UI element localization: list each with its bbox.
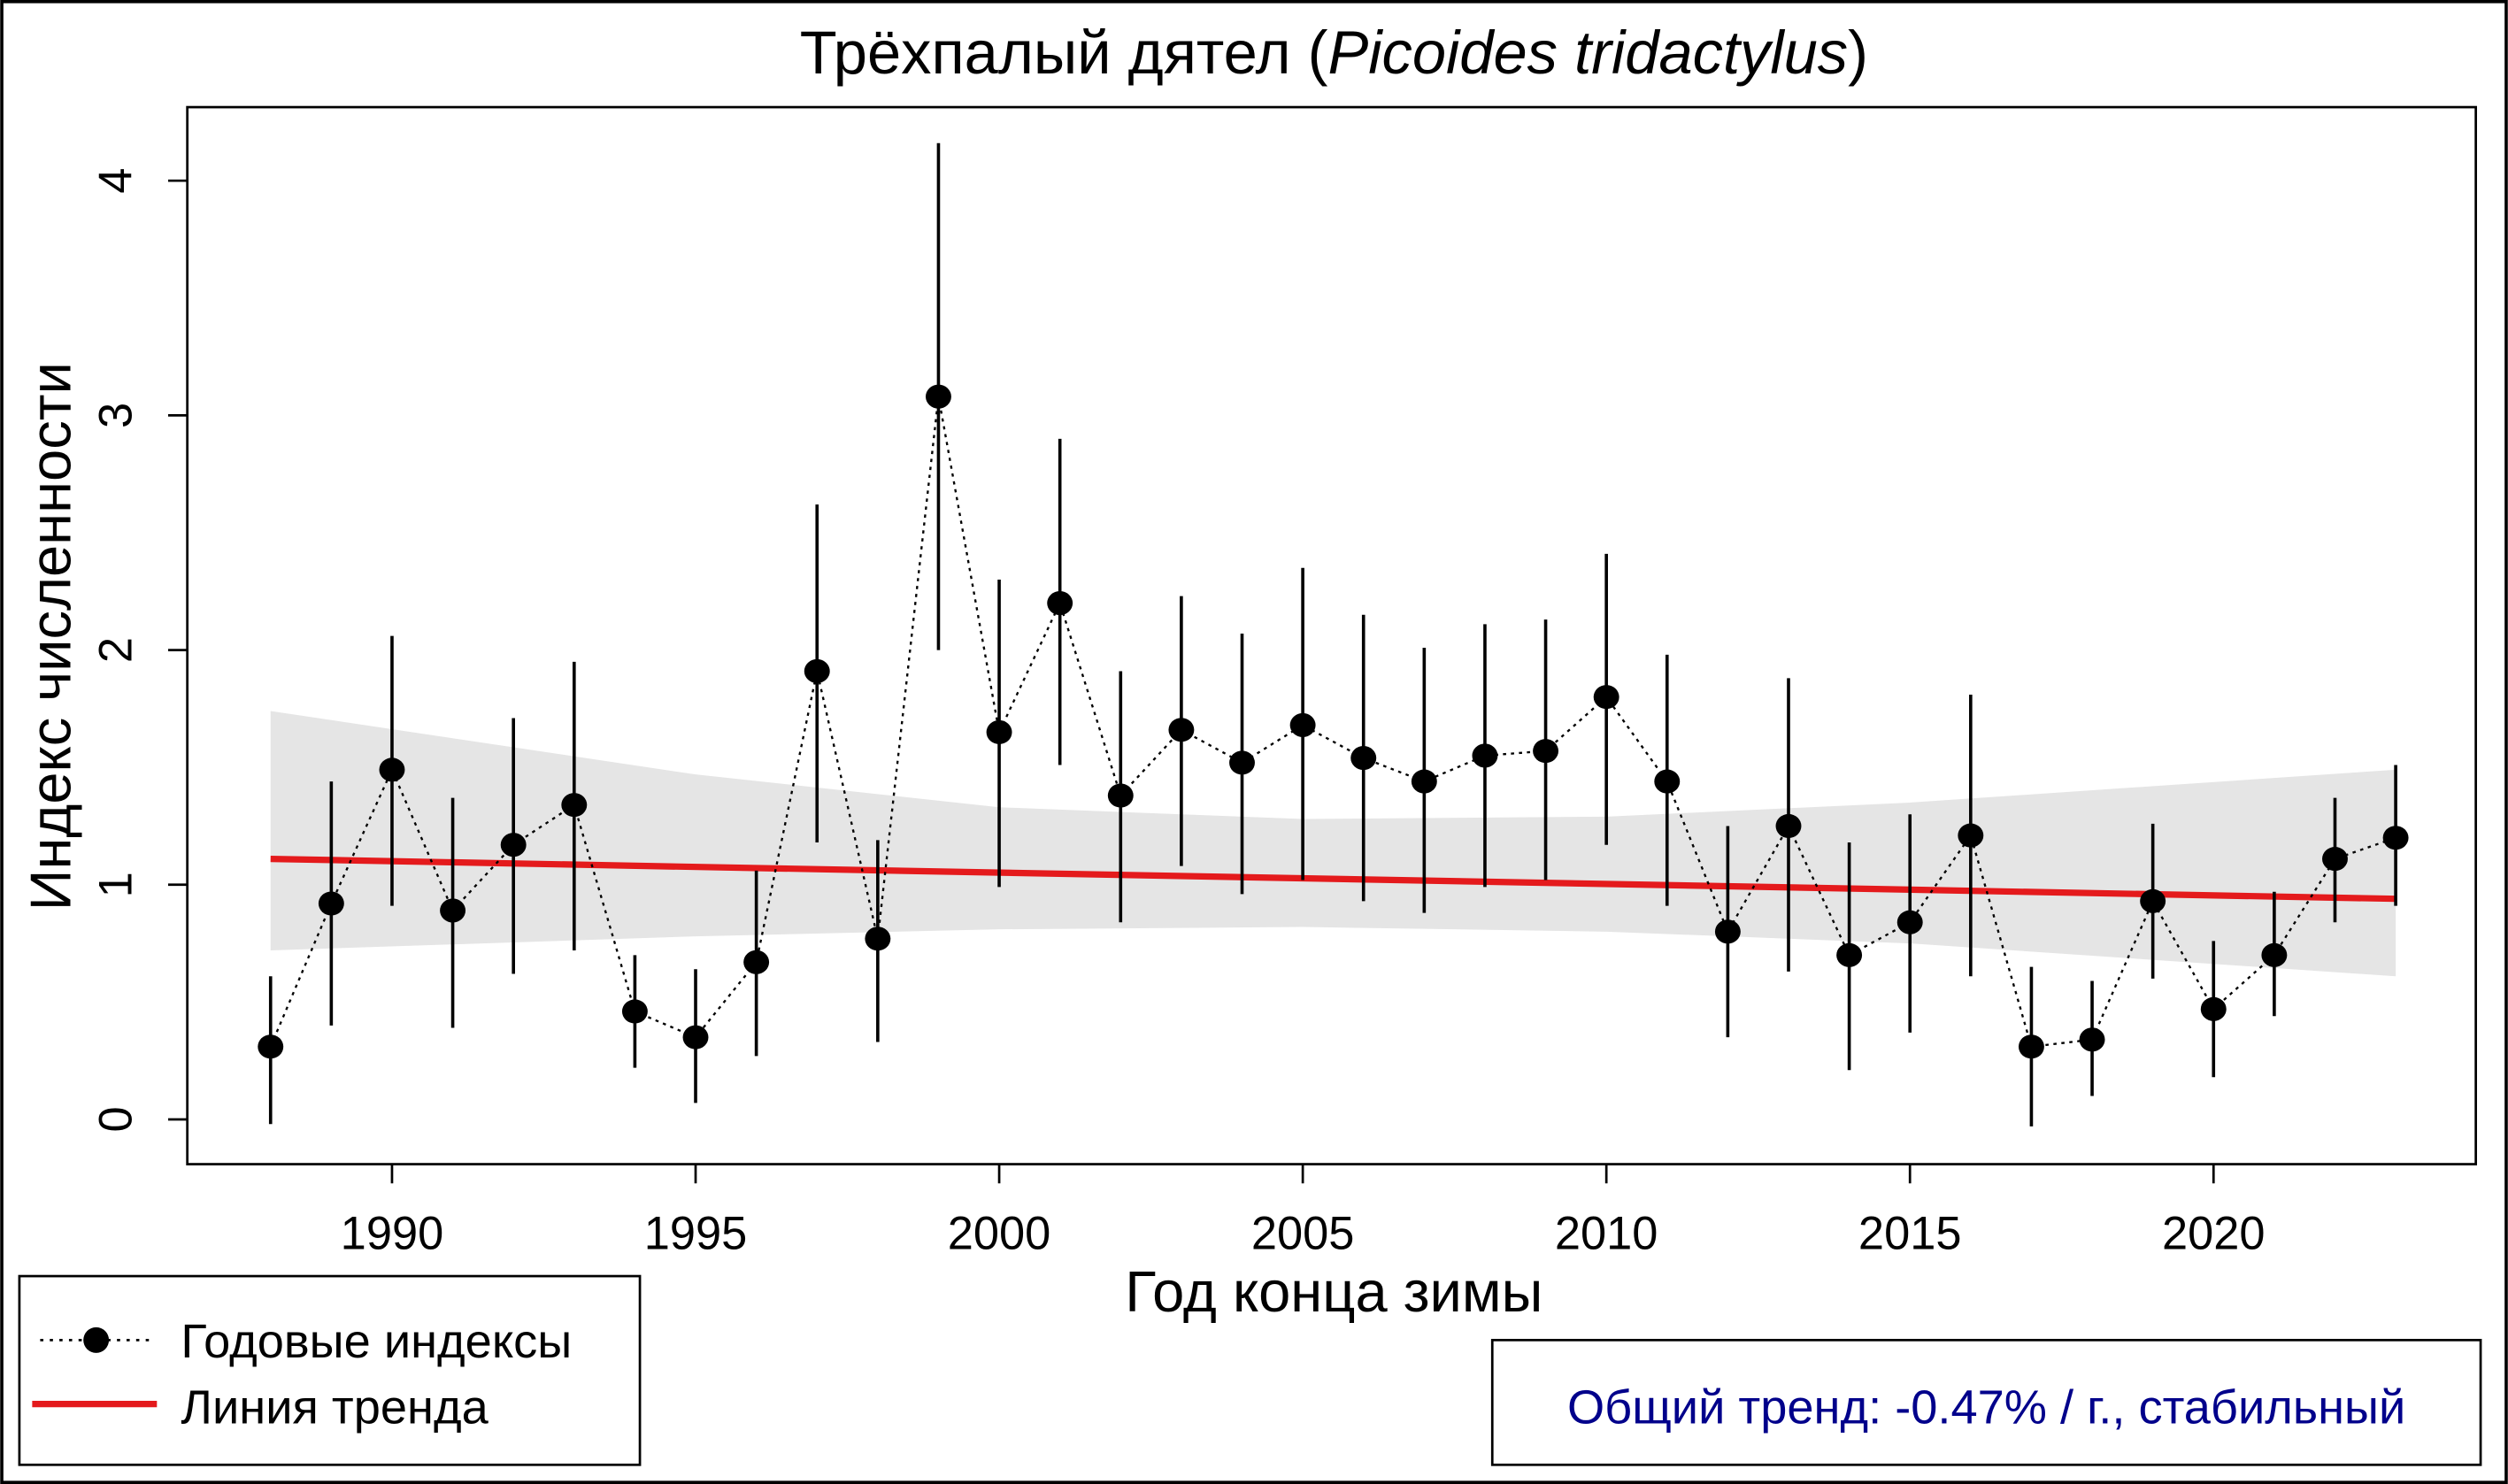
- legend-point-icon: [83, 1326, 110, 1353]
- trend-annotation-box: [1490, 1339, 2482, 1466]
- x-tick-label-2010: 2010: [1555, 1208, 1658, 1259]
- legend-entry-trend: Линия тренда: [181, 1380, 489, 1434]
- data-point-2003: [1168, 718, 1195, 742]
- plot-frame: [186, 105, 2477, 1165]
- data-point-2017: [2018, 1034, 2044, 1059]
- data-point-1998: [865, 927, 891, 951]
- data-point-1996: [743, 950, 770, 974]
- data-point-2000: [986, 719, 1012, 744]
- data-point-1995: [682, 1025, 709, 1050]
- data-point-2012: [1714, 919, 1741, 944]
- data-point-2023: [2382, 826, 2409, 850]
- y-tick-label-0: 0: [90, 1106, 142, 1132]
- data-point-2018: [2079, 1027, 2105, 1052]
- y-tick-label-3: 3: [90, 403, 142, 428]
- data-point-2009: [1533, 739, 1559, 764]
- data-point-2004: [1229, 750, 1255, 775]
- data-point-1988: [258, 1034, 284, 1059]
- data-point-2001: [1047, 590, 1073, 616]
- x-axis-label: Год конца зимы: [1125, 1259, 1542, 1324]
- data-point-1997: [804, 658, 830, 684]
- data-point-1991: [440, 898, 466, 923]
- trend-line-group: [270, 855, 2396, 903]
- data-point-2020: [2200, 996, 2227, 1021]
- annual-index-dotted-line: [269, 396, 2396, 1049]
- data-point-2011: [1654, 769, 1681, 794]
- data-point-2013: [1775, 813, 1802, 839]
- x-tick-label-2020: 2020: [2162, 1208, 2266, 1259]
- data-point-2016: [1958, 823, 1984, 848]
- data-point-2015: [1896, 910, 1923, 934]
- data-point-2010: [1593, 685, 1619, 710]
- x-tick-label-1990: 1990: [341, 1208, 444, 1259]
- data-point-1993: [561, 793, 588, 818]
- data-point-1990: [379, 757, 405, 782]
- y-axis-label: Индекс численности: [19, 362, 83, 911]
- x-tick-label-2000: 2000: [948, 1208, 1051, 1259]
- trend-line: [270, 855, 2396, 903]
- data-point-2008: [1472, 743, 1498, 768]
- data-point-2006: [1350, 746, 1377, 771]
- legend: Годовые индексы Линия тренда: [18, 1274, 642, 1466]
- data-point-2002: [1107, 783, 1134, 808]
- trend-confidence-band: [270, 711, 2396, 977]
- annual-index-series: [258, 142, 2409, 1126]
- y-axis: 0 1 2 3 4: [90, 168, 188, 1133]
- data-point-2005: [1289, 712, 1316, 738]
- data-point-2021: [2261, 942, 2288, 967]
- y-tick-label-4: 4: [90, 168, 142, 194]
- chart-title: Трёхпалый дятел (Picoides tridactylus): [800, 19, 1868, 87]
- x-tick-label-1995: 1995: [644, 1208, 748, 1259]
- data-point-2022: [2322, 847, 2348, 872]
- data-point-1992: [500, 833, 527, 857]
- data-point-1989: [318, 891, 344, 916]
- y-tick-label-2: 2: [90, 637, 142, 663]
- y-tick-label-1: 1: [90, 872, 142, 897]
- confidence-band-area: [270, 711, 2396, 977]
- data-point-2007: [1411, 769, 1437, 794]
- x-axis: 1990 1995 2000 2005 2010 2015 2020: [341, 1164, 2266, 1259]
- trend-annotation-text: Общий тренд: -0.47% / г., стабильный: [1567, 1380, 2405, 1434]
- data-point-1994: [621, 999, 648, 1024]
- x-tick-label-2015: 2015: [1858, 1208, 1962, 1259]
- data-point-2014: [1836, 942, 1863, 967]
- legend-entry-annual: Годовые индексы: [181, 1315, 572, 1368]
- legend-box: [18, 1274, 642, 1466]
- trend-annotation: Общий тренд: -0.47% / г., стабильный: [1490, 1339, 2482, 1466]
- data-point-2019: [2140, 888, 2166, 913]
- x-tick-label-2005: 2005: [1251, 1208, 1355, 1259]
- data-point-1999: [925, 384, 951, 409]
